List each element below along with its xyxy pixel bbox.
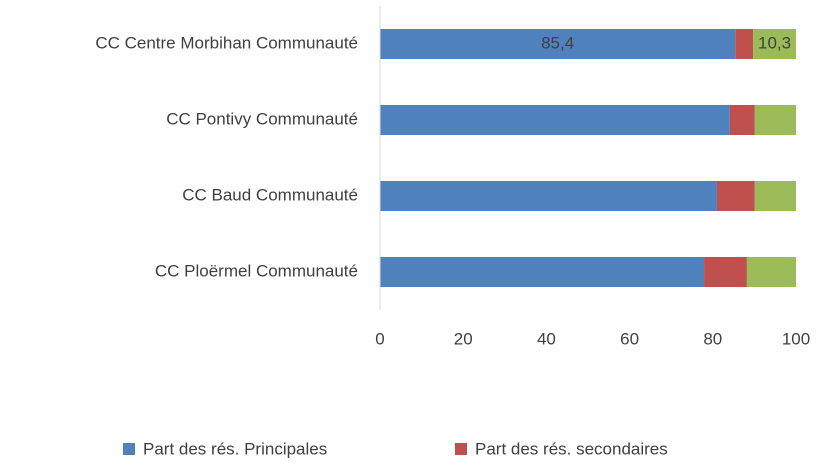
bar-segment <box>754 105 796 135</box>
x-tick-label: 20 <box>454 329 473 348</box>
x-tick-label: 60 <box>620 329 639 348</box>
bar-segment <box>746 257 796 287</box>
bar-segment <box>380 29 736 59</box>
x-tick-label: 0 <box>375 329 384 348</box>
y-tick-label: CC Centre Morbihan Communauté <box>95 33 358 52</box>
bar-segment <box>754 181 796 211</box>
y-tick-label: CC Baud Communauté <box>182 185 358 204</box>
bar-segment <box>753 29 796 59</box>
x-tick-label: 100 <box>782 329 810 348</box>
data-label: 85,4 <box>541 33 574 52</box>
data-label: 10,3 <box>758 33 791 52</box>
bar-segment <box>716 181 755 211</box>
x-tick-label: 40 <box>537 329 556 348</box>
bar-segment <box>735 29 754 59</box>
bar-segment <box>380 181 717 211</box>
bar-segment <box>729 105 755 135</box>
y-tick-label: CC Ploërmel Communauté <box>155 261 358 280</box>
y-tick-label: CC Pontivy Communauté <box>166 109 358 128</box>
legend-swatch <box>123 443 135 455</box>
legend-label: Part des rés. secondaires <box>475 439 668 458</box>
x-tick-label: 80 <box>703 329 722 348</box>
bar-segment <box>380 105 730 135</box>
bar-segment <box>704 257 747 287</box>
legend-label: Part des rés. Principales <box>143 439 327 458</box>
legend-swatch <box>455 443 467 455</box>
bar-segment <box>380 257 705 287</box>
